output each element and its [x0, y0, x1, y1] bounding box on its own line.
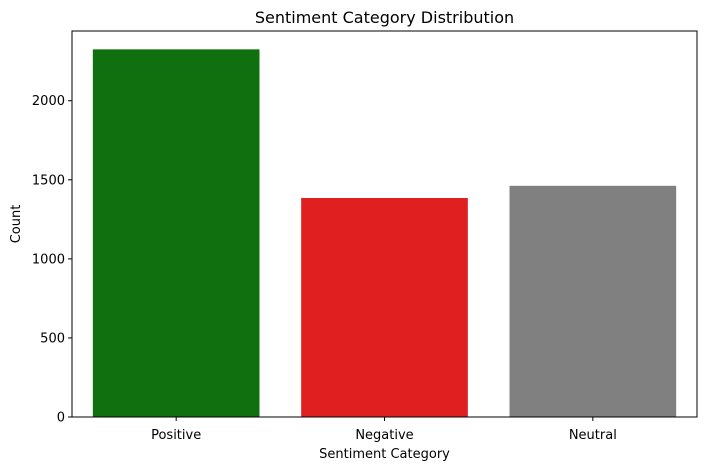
y-tick-label: 2000	[32, 94, 65, 109]
chart-title: Sentiment Category Distribution	[255, 8, 514, 27]
y-tick-label: 0	[57, 411, 65, 426]
y-tick-label: 1000	[32, 252, 65, 267]
y-tick-label: 1500	[32, 173, 65, 188]
bars-layer	[92, 49, 677, 418]
y-axis-ticks: 0 500 1000 1500 2000	[32, 94, 72, 426]
x-axis-ticks: Positive Negative Neutral	[151, 417, 617, 443]
x-axis-label: Sentiment Category	[319, 447, 450, 462]
y-axis-label: Count	[9, 205, 24, 244]
x-tick-label: Negative	[355, 428, 413, 443]
y-tick-label: 500	[40, 331, 65, 346]
bar-negative	[301, 197, 468, 417]
bar-neutral	[509, 185, 677, 417]
bar-positive	[92, 49, 260, 418]
x-tick-label: Positive	[151, 428, 201, 443]
x-tick-label: Neutral	[569, 428, 617, 443]
